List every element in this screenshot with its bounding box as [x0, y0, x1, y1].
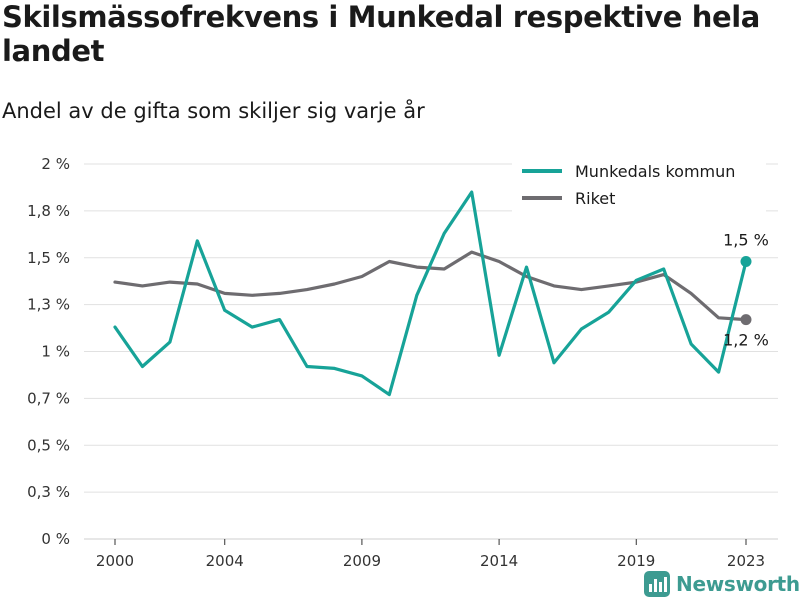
newsworthy-logo: Newsworthy	[644, 570, 800, 598]
x-tick-label: 2009	[343, 552, 381, 570]
legend: Munkedals kommun Riket	[512, 156, 766, 212]
series-lines	[113, 190, 748, 397]
y-axis-ticks: 0 % 0,3 % 0,5 % 0,7 % 1 % 1,3 % 1,5 % 1,8 % 2 %	[27, 155, 70, 548]
y-tick-label: 0,7 %	[27, 389, 70, 407]
chart-title: Skilsmässofrekvens i Munkedal respektive…	[2, 0, 760, 68]
y-tick-label: 0,5 %	[27, 436, 70, 454]
y-tick-label: 0,3 %	[27, 483, 70, 501]
x-tick-label: 2014	[480, 552, 518, 570]
y-tick-label: 1,5 %	[27, 249, 70, 267]
x-tick-label: 2019	[617, 552, 655, 570]
x-tick-label: 2004	[206, 552, 244, 570]
end-label-riket: 1,2 %	[723, 331, 769, 350]
y-tick-label: 2 %	[41, 155, 70, 173]
series-end-markers: 1,5 % 1,2 %	[723, 231, 769, 350]
x-tick-label: 2000	[96, 552, 134, 570]
end-point-munkedal	[740, 256, 752, 267]
newsworthy-logo-text: Newsworthy	[676, 572, 800, 596]
gridlines	[84, 163, 778, 540]
end-label-munkedal: 1,5 %	[723, 231, 769, 250]
x-tick-label: 2023	[727, 552, 765, 570]
legend-label: Munkedals kommun	[575, 162, 735, 181]
legend-label: Riket	[575, 189, 615, 208]
y-tick-label: 0 %	[41, 530, 70, 548]
end-point-riket	[740, 314, 752, 326]
newsworthy-logo-icon	[644, 571, 670, 597]
y-tick-label: 1,8 %	[27, 202, 70, 220]
y-tick-label: 1,3 %	[27, 296, 70, 314]
legend-background	[512, 156, 766, 212]
series-line-munkedal	[113, 190, 748, 397]
y-tick-label: 1 %	[41, 343, 70, 361]
x-axis: 2000 2004 2009 2014 2019 2023	[96, 539, 765, 570]
chart-subtitle: Andel av de gifta som skiljer sig varje …	[2, 99, 425, 123]
